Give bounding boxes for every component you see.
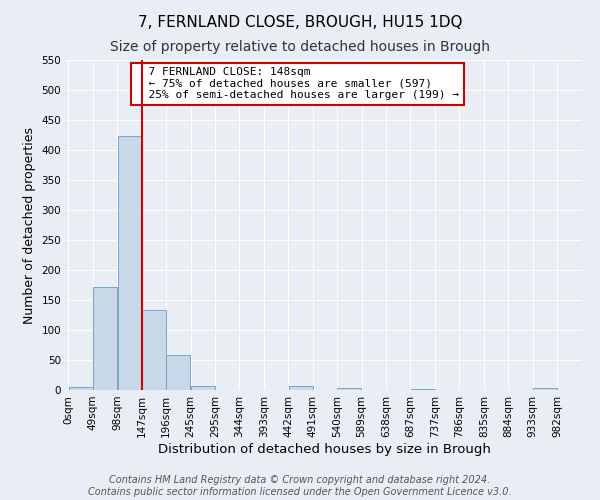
Text: Size of property relative to detached houses in Brough: Size of property relative to detached ho… — [110, 40, 490, 54]
Bar — [289, 386, 313, 390]
Bar — [93, 288, 117, 390]
Text: 7 FERNLAND CLOSE: 148sqm
  ← 75% of detached houses are smaller (597)
  25% of s: 7 FERNLAND CLOSE: 148sqm ← 75% of detach… — [136, 67, 460, 100]
Text: Contains HM Land Registry data © Crown copyright and database right 2024.
Contai: Contains HM Land Registry data © Crown c… — [88, 476, 512, 497]
X-axis label: Distribution of detached houses by size in Brough: Distribution of detached houses by size … — [158, 442, 490, 456]
Bar — [533, 388, 557, 390]
Bar — [191, 386, 215, 390]
Bar — [166, 355, 190, 390]
Bar — [69, 387, 92, 390]
Y-axis label: Number of detached properties: Number of detached properties — [23, 126, 36, 324]
Bar — [411, 389, 434, 390]
Bar — [118, 136, 142, 390]
Bar — [142, 310, 166, 390]
Bar — [337, 388, 361, 390]
Text: 7, FERNLAND CLOSE, BROUGH, HU15 1DQ: 7, FERNLAND CLOSE, BROUGH, HU15 1DQ — [138, 15, 462, 30]
